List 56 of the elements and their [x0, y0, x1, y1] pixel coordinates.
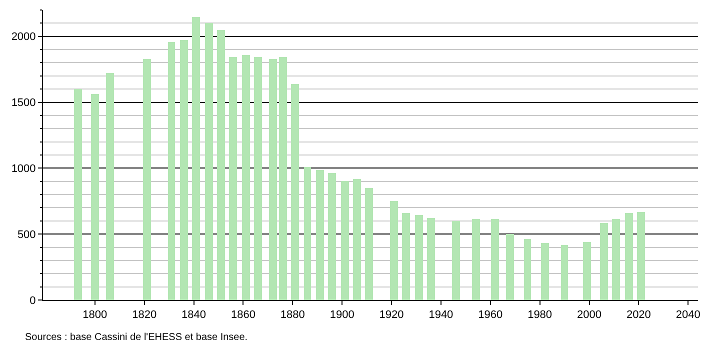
bar: [612, 219, 620, 300]
y-tick-label: 0: [30, 294, 36, 307]
bar: [561, 245, 568, 300]
x-tick-label: 1940: [428, 309, 454, 322]
bar: [328, 173, 336, 300]
y-tick-label: 2000: [11, 31, 36, 44]
x-tick-label: 2040: [676, 309, 700, 322]
source-note: Sources : base Cassini de l'EHESS et base Insee.: [25, 332, 248, 340]
x-tick-label: 1920: [379, 309, 404, 322]
bar: [415, 215, 423, 300]
bar: [472, 219, 480, 300]
bar: [242, 55, 250, 300]
bar: [353, 179, 361, 300]
bar: [583, 242, 591, 300]
x-tick-label: 1960: [478, 309, 503, 322]
bar: [217, 30, 225, 300]
bar: [427, 218, 435, 300]
bar: [600, 223, 608, 300]
y-tick-label: 500: [17, 228, 36, 241]
x-tick-label: 1800: [82, 309, 108, 322]
bar: [106, 73, 114, 300]
bar: [524, 239, 531, 300]
bar: [625, 213, 633, 300]
bar: [180, 40, 188, 300]
bar: [254, 57, 262, 300]
bar: [205, 23, 213, 300]
x-tick-label: 1840: [182, 309, 206, 322]
bar: [279, 57, 287, 300]
bar: [291, 84, 299, 300]
x-tick-label: 1900: [330, 309, 354, 322]
bar: [168, 42, 175, 300]
bar: [365, 188, 373, 300]
bar: [269, 59, 277, 300]
y-tick-label: 1500: [11, 97, 36, 110]
bar: [143, 59, 151, 300]
bar: [390, 201, 398, 300]
bar: [541, 243, 549, 300]
bar: [74, 89, 82, 300]
x-tick-label: 1860: [230, 309, 256, 322]
bar: [229, 57, 237, 300]
bar: [316, 170, 324, 300]
x-tick-label: 2000: [577, 309, 602, 322]
bar: [491, 219, 499, 300]
x-tick-label: 2020: [626, 309, 651, 322]
bar: [637, 212, 645, 300]
bar: [452, 221, 460, 300]
bar: [192, 17, 200, 300]
x-tick-label: 1820: [132, 309, 157, 322]
x-tick-label: 1980: [528, 309, 552, 322]
bar: [341, 181, 349, 300]
bar: [91, 94, 99, 300]
y-tick-label: 1000: [11, 163, 36, 176]
bar: [506, 234, 514, 300]
bar: [402, 213, 410, 300]
bar: [304, 167, 311, 300]
x-tick-label: 1880: [280, 309, 305, 322]
